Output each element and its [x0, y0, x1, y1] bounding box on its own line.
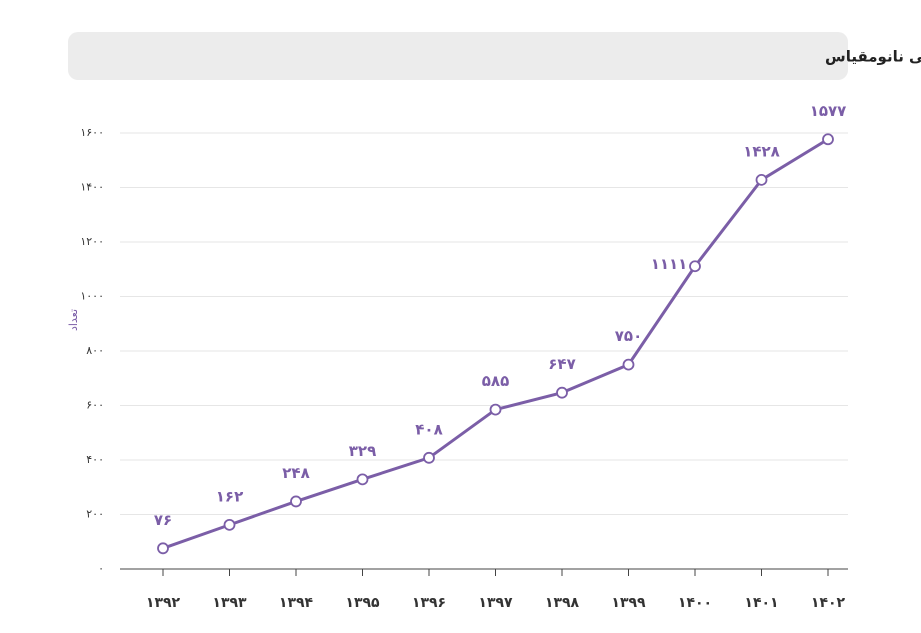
data-label: ۱۴۲۸	[743, 142, 780, 160]
x-tick-label: ۱۳۹۲	[146, 595, 181, 611]
x-tick-label: ۱۴۰۲	[811, 595, 846, 611]
x-tick-label: ۱۳۹۹	[611, 595, 646, 611]
y-tick-label: ۶۰۰	[86, 399, 104, 412]
y-tick-label: ۲۰۰	[86, 508, 104, 521]
y-tick-label: ۴۰۰	[86, 453, 104, 466]
point	[822, 133, 834, 146]
x-tick-label: ۱۳۹۶	[412, 595, 446, 611]
point	[157, 542, 169, 555]
line	[162, 137, 829, 550]
point	[755, 173, 768, 186]
data-label: ۱۱۱۱	[651, 255, 688, 273]
x-tick-label: ۱۴۰۱	[744, 595, 778, 611]
y-tick-label: ۱۰۰۰	[80, 290, 104, 303]
x-tick-label: ۱۳۹۳	[212, 595, 247, 611]
point	[290, 495, 302, 508]
chart-title: روند تعداد محصولات نانو دارای گواهی نانو…	[825, 48, 921, 66]
y-tick-label: ۰	[98, 562, 104, 575]
point	[223, 518, 236, 531]
title-box	[68, 32, 848, 80]
data-label: ۲۴۸	[282, 464, 309, 482]
y-tick-label: ۱۴۰۰	[80, 181, 104, 194]
point	[622, 358, 635, 371]
x-tick-label: ۱۳۹۸	[545, 595, 580, 611]
data-label: ۱۶۲	[216, 487, 243, 505]
point	[423, 451, 435, 464]
y-tick-label: ۸۰۰	[86, 344, 104, 357]
x-tick-label: ۱۴۰۰	[678, 595, 712, 611]
data-label: ۴۰۸	[415, 420, 442, 438]
data-label: ۵۸۵	[482, 372, 509, 390]
y-axis-label: تعداد	[67, 309, 80, 331]
data-label: ۶۴۷	[548, 355, 575, 373]
data-label: ۱۵۷۷	[810, 102, 847, 120]
y-tick-label: ۱۶۰۰	[80, 126, 104, 139]
data-label: ۳۲۹	[349, 442, 376, 460]
x-tick-label: ۱۳۹۴	[279, 595, 314, 611]
x-tick-label: ۱۳۹۵	[345, 595, 380, 611]
point	[356, 473, 369, 486]
data-label: ۷۵۰	[615, 327, 642, 345]
point	[556, 386, 568, 399]
y-tick-label: ۱۲۰۰	[80, 235, 104, 248]
point	[689, 260, 701, 273]
x-tick-label: ۱۳۹۷	[478, 595, 513, 611]
point	[489, 403, 502, 416]
data-label: ۷۶	[154, 511, 172, 529]
